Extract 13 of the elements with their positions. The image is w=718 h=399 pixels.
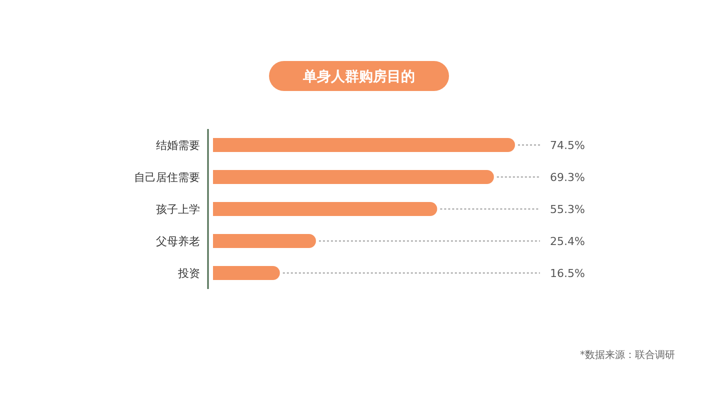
data-label: 74.5% bbox=[550, 139, 585, 152]
y-tick-label: 结婚需要 bbox=[156, 139, 200, 152]
data-label: 16.5% bbox=[550, 267, 585, 280]
data-label: 55.3% bbox=[550, 203, 585, 216]
chart-title: 单身人群购房目的 bbox=[302, 68, 415, 85]
y-tick-label: 自己居住需要 bbox=[134, 171, 200, 184]
data-label: 69.3% bbox=[550, 171, 585, 184]
title: 单身人群购房目的 bbox=[269, 61, 449, 91]
y-tick-label: 孩子上学 bbox=[156, 203, 200, 216]
data-label: 25.4% bbox=[550, 235, 585, 248]
y-tick-label: 投资 bbox=[177, 267, 200, 280]
text: *数据来源：联合调研 bbox=[580, 349, 675, 361]
y-tick-label: 父母养老 bbox=[156, 235, 200, 248]
